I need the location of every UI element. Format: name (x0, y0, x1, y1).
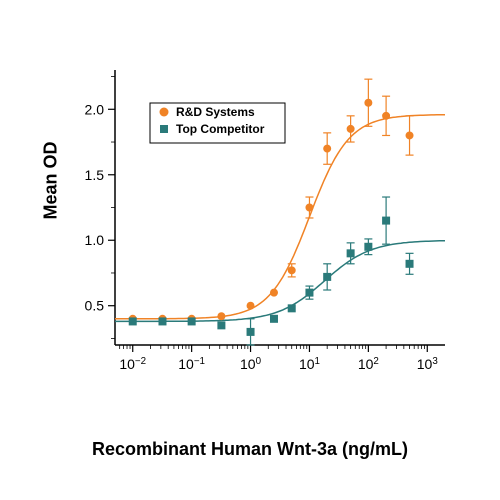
svg-text:R&D Systems: R&D Systems (176, 105, 255, 119)
chart-svg: 10−2 10−1 100 101 102 103 0.5 1.0 1.5 2.0 R&D Syst… (60, 60, 460, 400)
svg-text:1.5: 1.5 (85, 167, 105, 183)
svg-text:2.0: 2.0 (85, 101, 105, 117)
chart-plot-area: 10−2 10−1 100 101 102 103 0.5 1.0 1.5 2.0 R&D Syst… (60, 60, 460, 400)
y-axis-label: Mean OD (41, 141, 62, 219)
svg-text:0.5: 0.5 (85, 298, 105, 314)
svg-text:100: 100 (240, 356, 262, 373)
svg-text:Top Competitor: Top Competitor (176, 122, 265, 136)
svg-text:10−1: 10−1 (178, 356, 205, 373)
svg-text:102: 102 (358, 356, 379, 373)
svg-text:10−2: 10−2 (119, 356, 146, 373)
svg-text:101: 101 (299, 356, 320, 373)
svg-text:103: 103 (417, 356, 439, 373)
x-axis-label: Recombinant Human Wnt-3a (ng/mL) (0, 439, 500, 460)
svg-text:1.0: 1.0 (85, 232, 105, 248)
